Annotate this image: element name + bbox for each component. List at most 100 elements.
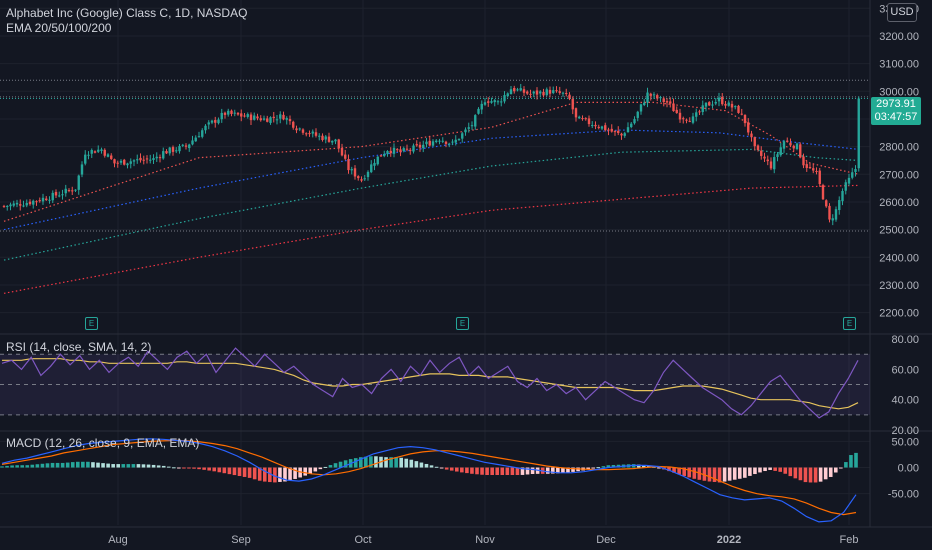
macd-histogram-bar — [818, 467, 823, 482]
macd-histogram-bar — [369, 456, 373, 468]
price-tick-label: 2600.00 — [879, 197, 919, 209]
macd-histogram-bar — [591, 467, 596, 469]
macd-histogram-bar — [141, 464, 146, 468]
candle — [454, 139, 457, 143]
earnings-icon[interactable]: E — [85, 317, 98, 330]
candle — [162, 151, 165, 159]
candle — [714, 101, 717, 104]
earnings-icon[interactable]: E — [456, 317, 469, 330]
candle — [672, 103, 675, 112]
candle — [428, 140, 431, 146]
candle — [152, 158, 155, 161]
macd-histogram-bar — [182, 467, 186, 469]
macd-histogram-bar — [551, 467, 555, 474]
candle — [399, 149, 402, 153]
candle — [126, 163, 129, 166]
macd-histogram-bar — [454, 467, 459, 472]
macd-histogram-bar — [247, 467, 252, 478]
candle — [324, 136, 327, 140]
candle — [123, 159, 126, 165]
candle — [383, 153, 386, 157]
macd-histogram-bar — [707, 467, 712, 482]
macd-histogram-bar — [470, 467, 474, 474]
candle — [782, 141, 786, 149]
earnings-icon[interactable]: E — [843, 317, 856, 330]
price-tick-label: 3200.00 — [879, 31, 919, 43]
candle — [113, 159, 116, 164]
macd-histogram-bar — [823, 467, 828, 480]
candle — [799, 144, 802, 158]
candle — [249, 114, 253, 121]
macd-histogram-bar — [278, 467, 282, 482]
candle — [662, 98, 665, 102]
candle — [178, 146, 181, 152]
candle — [227, 110, 230, 115]
candle — [256, 116, 259, 119]
candle — [279, 114, 282, 119]
candle — [717, 97, 721, 102]
candle — [308, 133, 311, 135]
candle — [220, 112, 223, 120]
macd-histogram-bar — [667, 467, 671, 472]
macd-legend[interactable]: MACD (12, 26, close, 9, EMA, EMA) — [6, 436, 200, 450]
candle — [100, 149, 103, 151]
macd-histogram-bar — [399, 457, 404, 468]
macd-histogram-bar — [313, 467, 318, 472]
price-tick-label: 2200.00 — [879, 308, 919, 320]
candle — [360, 179, 363, 181]
candle — [760, 150, 763, 156]
macd-histogram-bar — [136, 464, 141, 468]
candle — [350, 169, 353, 171]
candle — [132, 160, 136, 162]
candle — [639, 104, 643, 112]
candle — [643, 102, 646, 105]
candle — [6, 205, 9, 207]
macd-histogram-bar — [682, 467, 686, 476]
macd-histogram-bar — [778, 467, 783, 472]
candle — [607, 129, 610, 131]
macd-histogram-bar — [106, 463, 110, 468]
candle — [513, 87, 516, 92]
macd-histogram-bar — [45, 463, 50, 468]
macd-histogram-bar — [737, 467, 742, 479]
macd-histogram-bar — [434, 466, 439, 468]
candle — [389, 150, 392, 154]
candle — [581, 118, 584, 120]
macd-histogram-bar — [753, 467, 757, 475]
macd-histogram-bar — [187, 467, 191, 469]
candle — [230, 110, 233, 114]
candle — [80, 164, 84, 175]
candle — [695, 112, 698, 117]
candle — [19, 204, 22, 206]
macd-histogram-bar — [273, 467, 277, 483]
candle — [269, 117, 272, 123]
candle — [438, 140, 441, 142]
candle — [558, 91, 561, 93]
currency-button[interactable]: USD — [887, 3, 917, 22]
candle — [243, 115, 246, 117]
macd-histogram-bar — [60, 462, 65, 468]
macd-histogram-bar — [384, 457, 388, 468]
macd-histogram-bar — [727, 467, 732, 481]
candle — [789, 142, 792, 146]
candle — [847, 177, 851, 184]
macd-histogram-bar — [323, 466, 328, 468]
macd-histogram-bar — [303, 467, 307, 476]
candle — [753, 137, 756, 147]
rsi-legend[interactable]: RSI (14, close, SMA, 14, 2) — [6, 340, 152, 354]
ema-legend[interactable]: EMA 20/50/100/200 — [6, 21, 112, 35]
macd-histogram-bar — [338, 461, 343, 468]
candle — [548, 89, 552, 94]
candle — [288, 119, 292, 122]
candle — [617, 130, 620, 133]
candle — [223, 112, 227, 115]
candle — [188, 144, 191, 149]
price-axis: 3300.003200.003100.003000.002900.002800.… — [879, 3, 919, 500]
candle — [301, 129, 305, 133]
macd-histogram-bar — [146, 464, 151, 468]
macd-tick-label: 0.00 — [898, 463, 919, 475]
candle — [851, 172, 854, 178]
candle — [51, 192, 54, 201]
candle — [210, 120, 214, 123]
